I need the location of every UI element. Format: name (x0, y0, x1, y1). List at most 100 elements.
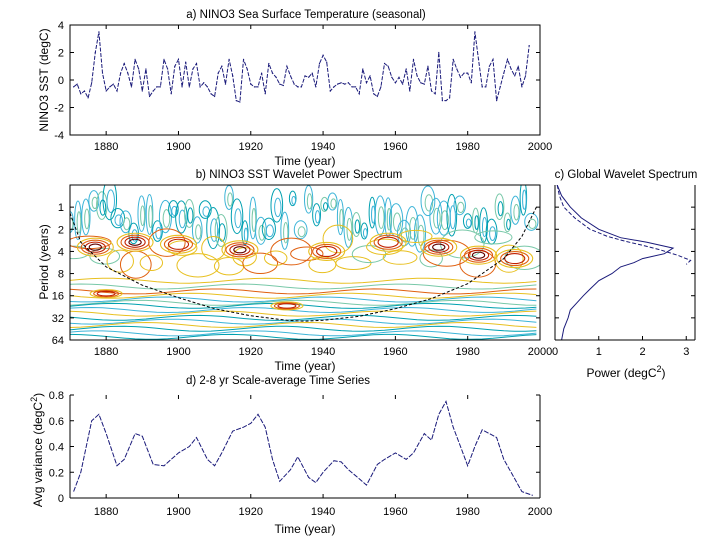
contour-small-inner (187, 207, 194, 224)
panel-d-series (73, 400, 533, 496)
contour-small-inner (274, 197, 282, 218)
contour-band (70, 310, 537, 317)
contour-hotspot-ring (80, 239, 110, 255)
panel-d-xtick-label: 1920 (239, 506, 263, 518)
contour-hotspot-ring (163, 236, 194, 252)
sst-point (329, 90, 331, 92)
contour-small-inner (433, 207, 441, 229)
sst-point (467, 72, 469, 74)
panel-d-ytick-label: 0 (58, 493, 64, 505)
sst-point (83, 90, 86, 92)
contour-small-inner (114, 214, 123, 226)
sst-point (427, 65, 429, 67)
contour-small-inner (218, 223, 226, 242)
contour-small (74, 200, 82, 241)
sst-point (120, 72, 122, 74)
sst-point (224, 83, 227, 85)
contour-hotspot-ring (424, 239, 454, 255)
panel-d-title: d) 2-8 yr Scale-average Time Series (186, 375, 370, 387)
contour-small-inner (178, 209, 187, 229)
panel-b: b) NINO3 SST Wavelet Power Spectrum 1880… (37, 169, 552, 373)
sst-point (123, 62, 125, 65)
contour-hotspot-ring (96, 290, 116, 297)
contour-hotspot-ring (221, 240, 259, 260)
panel-d-ylabel-base: Avg variance (degC (31, 402, 45, 508)
contour-hotspot-ring (93, 289, 120, 298)
sst-point (463, 72, 465, 74)
contour-small-inner (155, 226, 162, 240)
panel-c-xtick-label: 2 (639, 346, 645, 358)
panel-b-ytick-label: 16 (52, 291, 64, 303)
contour-small-inner (123, 217, 131, 231)
contour-small (168, 200, 179, 218)
sst-point (521, 86, 523, 88)
contour-small (524, 212, 539, 231)
sst-point (355, 86, 357, 88)
sst-point (340, 82, 342, 84)
contour-small-inner (371, 205, 376, 224)
sst-point (510, 68, 512, 70)
contour-hotspot-ring (369, 232, 407, 252)
contour-small-inner (330, 198, 337, 209)
panel-a-xtick-label: 1980 (455, 141, 479, 153)
cone-of-influence (70, 206, 537, 322)
contour-mid (106, 249, 134, 273)
contour-small (175, 200, 188, 234)
sst-point (351, 86, 353, 88)
sst-point (376, 95, 378, 98)
panel-d-xtick-label: 1980 (455, 506, 479, 518)
contour-small-inner (84, 208, 90, 230)
contour-hotspot-ring (496, 249, 534, 269)
sst-point (98, 31, 100, 33)
contour-band (70, 325, 537, 332)
contour-small-inner (506, 218, 511, 230)
contour-small (288, 190, 297, 207)
contour-band (70, 288, 537, 295)
sst-point (138, 68, 140, 70)
sst-point (297, 86, 299, 88)
contour-small (453, 195, 466, 216)
contour-small-inner (424, 194, 434, 212)
contour-small (420, 185, 436, 217)
sst-point (195, 62, 198, 65)
sst-point (524, 75, 527, 77)
contour-small (327, 192, 338, 211)
panel-c-xlabel-end: ) (662, 366, 666, 380)
contour-hotspot-ring (504, 252, 526, 265)
sst-point (380, 86, 382, 88)
sst-point (322, 54, 324, 56)
contour-small-inner (297, 226, 306, 238)
sst-point (159, 86, 161, 88)
contour-small (102, 185, 118, 221)
contour-small (462, 213, 473, 229)
contour-small (374, 195, 386, 236)
contour-small-inner (314, 210, 321, 224)
contour-small-inner (140, 205, 146, 227)
sst-point (214, 95, 216, 98)
contour-small-inner (91, 196, 99, 210)
panel-b-ytick-label: 32 (52, 313, 64, 325)
panel-d-ytick-label: 0.2 (49, 467, 64, 479)
contour-small-inner (409, 216, 417, 240)
contour-small (145, 194, 154, 235)
contour-mid (119, 250, 152, 279)
sst-point (430, 90, 433, 92)
contour-mid (270, 237, 313, 266)
sst-point (116, 90, 118, 92)
sst-point (246, 68, 248, 70)
sst-point (344, 83, 346, 85)
sst-point (445, 100, 447, 102)
panel-d-ytick-label: 0.8 (49, 390, 64, 402)
panel-a-xtick-label: 1920 (239, 141, 263, 153)
panel-a-xtick-label: 1940 (311, 141, 335, 153)
panel-a-xtick-label: 1880 (94, 141, 118, 153)
contour-small-inner (70, 217, 74, 231)
contour-small (503, 212, 512, 233)
sst-point (503, 72, 505, 74)
contour-band (70, 306, 537, 314)
contour-small (368, 196, 376, 229)
sst-point (109, 86, 111, 88)
panel-c-title: c) Global Wavelet Spectrum (555, 169, 698, 181)
contour-small-inner (354, 219, 361, 234)
contour-hotspot-ring (459, 245, 498, 265)
